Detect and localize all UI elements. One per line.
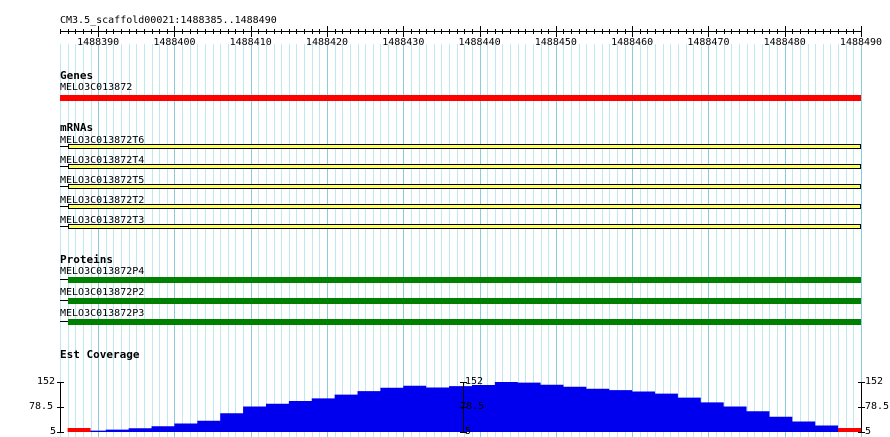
- mrna-label[interactable]: MELO3C013872T5: [60, 175, 145, 186]
- gene-label[interactable]: MELO3C013872: [60, 82, 133, 93]
- mrna-utr-line: [60, 226, 68, 227]
- low-coverage-segment: [838, 428, 861, 432]
- scale-mid-left: 78.5: [29, 401, 54, 412]
- ruler-tick-label: 1488390: [77, 37, 120, 48]
- mrna-utr-line: [60, 166, 68, 167]
- mrna-feature[interactable]: [68, 164, 861, 169]
- protein-feature[interactable]: [68, 277, 861, 283]
- ruler-tick-label: 1488450: [534, 37, 577, 48]
- mrna-utr-line: [60, 206, 68, 207]
- low-coverage-segment: [67, 428, 91, 432]
- ruler-tick-label: 1488400: [153, 37, 196, 48]
- ruler-title: CM3.5_scaffold00021:1488385..1488490: [60, 15, 277, 26]
- mrna-label[interactable]: MELO3C013872T4: [60, 155, 145, 166]
- protein-label[interactable]: MELO3C013872P3: [60, 308, 145, 319]
- ruler-tick-label: 1488480: [763, 37, 806, 48]
- protein-utr-line: [60, 279, 68, 280]
- track-title-proteins: Proteins: [60, 253, 113, 266]
- track-title-est-coverage: Est Coverage: [60, 348, 140, 361]
- mrna-label[interactable]: MELO3C013872T6: [60, 135, 145, 146]
- protein-utr-line: [60, 300, 68, 301]
- scale-mid-center: 78.5: [460, 401, 485, 412]
- scale-max-left: 152: [37, 376, 56, 387]
- scale-min-left: 5: [50, 426, 57, 437]
- ruler-tick-label: 1488470: [687, 37, 730, 48]
- mrna-utr-line: [60, 186, 68, 187]
- track-title-genes: Genes: [60, 69, 94, 82]
- ruler-tick-label: 1488460: [611, 37, 654, 48]
- gene-feature[interactable]: [60, 95, 861, 101]
- est-coverage-plot[interactable]: [0, 374, 890, 437]
- mrna-feature[interactable]: [68, 204, 861, 209]
- scale-max-center: 152: [465, 376, 484, 387]
- mrna-feature[interactable]: [68, 184, 861, 189]
- scale-min-center: 5: [465, 426, 472, 437]
- ruler-tick-label: 1488440: [458, 37, 501, 48]
- mrna-feature[interactable]: [68, 224, 861, 229]
- track-title-mrnas: mRNAs: [60, 121, 94, 134]
- mrna-feature[interactable]: [68, 144, 861, 149]
- scale-mid-right: 78.5: [865, 401, 890, 412]
- protein-label[interactable]: MELO3C013872P2: [60, 287, 145, 298]
- protein-feature[interactable]: [68, 319, 861, 325]
- mrna-label[interactable]: MELO3C013872T3: [60, 215, 145, 226]
- ruler-tick-label: 1488420: [305, 37, 349, 48]
- mrna-label[interactable]: MELO3C013872T2: [60, 195, 145, 206]
- protein-utr-line: [60, 321, 68, 322]
- ruler-tick-label: 1488490: [839, 37, 883, 48]
- ruler-tick-label: 1488430: [382, 37, 425, 48]
- protein-label[interactable]: MELO3C013872P4: [60, 266, 145, 277]
- scale-max-right: 152: [865, 376, 884, 387]
- ruler-tick-label: 1488410: [229, 37, 272, 48]
- protein-feature[interactable]: [68, 298, 861, 304]
- scale-min-right: 5: [865, 426, 872, 437]
- mrna-utr-line: [60, 146, 68, 147]
